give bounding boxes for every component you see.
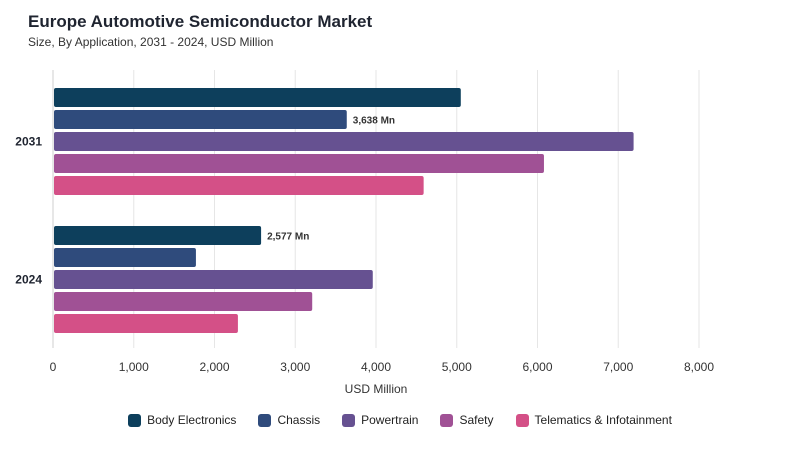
legend-item[interactable]: Body Electronics xyxy=(128,413,236,427)
legend-swatch xyxy=(258,413,272,427)
x-tick-label: 6,000 xyxy=(522,360,552,374)
x-tick-label: 2,000 xyxy=(199,360,229,374)
bar xyxy=(54,88,461,107)
chart-title: Europe Automotive Semiconductor Market xyxy=(28,12,373,31)
bar xyxy=(54,226,262,245)
bar xyxy=(54,154,544,173)
bar xyxy=(54,132,634,151)
data-label: 3,638 Mn xyxy=(353,116,395,127)
legend-swatch xyxy=(515,413,529,427)
legend-label: Telematics & Infotainment xyxy=(534,413,672,427)
legend-label: Safety xyxy=(459,413,494,427)
chart-legend: Body Electronics Chassis Powertrain Safety T… xyxy=(0,413,800,427)
bar xyxy=(54,248,196,267)
category-label: 2024 xyxy=(15,273,42,287)
legend-item[interactable]: Safety xyxy=(440,413,494,427)
legend-item[interactable]: Chassis xyxy=(258,413,320,427)
legend-label: Body Electronics xyxy=(147,413,237,427)
legend-item[interactable]: Powertrain xyxy=(342,413,418,427)
bar xyxy=(54,176,424,195)
chart-subtitle: Size, By Application, 2031 - 2024, USD M… xyxy=(28,35,274,49)
x-tick-label: 7,000 xyxy=(603,360,633,374)
x-tick-label: 3,000 xyxy=(280,360,310,374)
legend-swatch xyxy=(440,413,454,427)
category-label: 2031 xyxy=(15,135,42,149)
x-tick-label: 8,000 xyxy=(684,360,714,374)
bar xyxy=(54,292,313,311)
bar xyxy=(54,270,373,289)
x-axis-title: USD Million xyxy=(345,382,408,396)
x-tick-label: 1,000 xyxy=(119,360,149,374)
legend-label: Powertrain xyxy=(361,413,419,427)
data-label: 2,577 Mn xyxy=(267,232,309,243)
x-tick-label: 4,000 xyxy=(361,360,391,374)
legend-swatch xyxy=(128,413,142,427)
x-tick-label: 5,000 xyxy=(442,360,472,374)
bar xyxy=(54,314,238,333)
legend-item[interactable]: Telematics & Infotainment xyxy=(515,413,672,427)
legend-label: Chassis xyxy=(277,413,321,427)
bar xyxy=(54,110,347,129)
legend-swatch xyxy=(342,413,356,427)
x-tick-label: 0 xyxy=(50,360,57,374)
